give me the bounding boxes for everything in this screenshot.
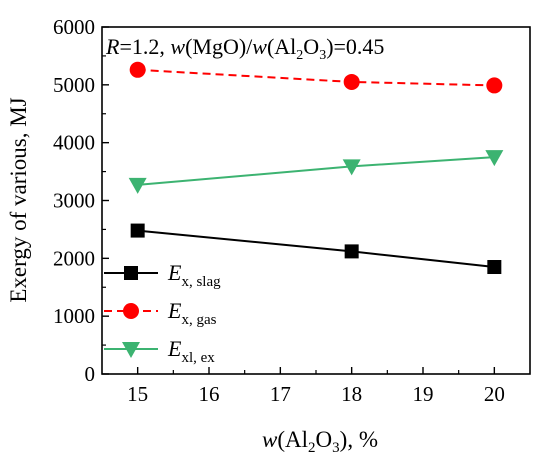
legend-main: E <box>167 298 182 323</box>
series-line <box>137 156 495 186</box>
x-tick-label: 16 <box>199 382 220 406</box>
x-tick-label: 18 <box>341 382 362 406</box>
xlabel-w: w <box>262 427 278 452</box>
data-point <box>129 61 146 78</box>
legend-sub: xl, ex <box>181 350 215 366</box>
annot-w2: w <box>252 34 267 59</box>
xlabel-sub2: 2 <box>308 440 316 456</box>
data-point <box>485 150 504 167</box>
data-point <box>128 177 147 194</box>
legend-item: Exl, ex <box>104 336 215 366</box>
xlabel-tail: ), % <box>340 427 378 452</box>
legend-label: Ex, slag <box>167 260 221 290</box>
series-line <box>137 229 495 269</box>
annot-al: (Al <box>267 34 296 59</box>
legend-label: Ex, gas <box>167 298 217 328</box>
x-tick-label: 20 <box>484 382 505 406</box>
condition-annotation: R=1.2, w(MgO)/w(Al2O3)=0.45 <box>105 34 384 63</box>
y-tick-label: 5000 <box>53 73 95 97</box>
series-layer <box>128 61 504 275</box>
y-tick-label: 2000 <box>53 246 95 270</box>
legend-label: Exl, ex <box>167 336 215 366</box>
data-point <box>486 77 503 94</box>
x-axis-title: w(Al2O3), % <box>262 427 378 456</box>
xlabel-sub3: 3 <box>332 440 340 456</box>
legend-main: E <box>167 260 182 285</box>
data-point <box>130 223 145 238</box>
annot-sub3: 3 <box>319 48 326 63</box>
annot-sub2: 2 <box>296 48 303 63</box>
y-tick-label: 1000 <box>53 304 95 328</box>
legend-sub: x, gas <box>181 312 216 328</box>
annot-r-value: =1.2, <box>119 34 170 59</box>
y-tick-label: 6000 <box>53 15 95 39</box>
x-tick-label: 17 <box>270 382 291 406</box>
annot-r: R <box>105 34 120 59</box>
annot-w1: w <box>170 34 185 59</box>
legend-marker <box>124 266 138 280</box>
legend-item: Ex, gas <box>104 298 217 328</box>
legend-marker <box>123 303 139 319</box>
x-tick-label: 15 <box>127 382 148 406</box>
plot-frame <box>101 26 531 375</box>
legend-main: E <box>167 336 182 361</box>
series-line <box>137 68 495 87</box>
legend-marker <box>122 342 140 358</box>
annot-tail: )=0.45 <box>326 34 384 59</box>
y-tick-label: 0 <box>85 362 96 386</box>
data-point <box>343 73 360 90</box>
annot-mgo: (MgO)/ <box>185 34 253 59</box>
y-tick-label: 4000 <box>53 131 95 155</box>
xlabel-al: (Al <box>277 427 308 452</box>
series-x-slag <box>130 223 502 275</box>
legend-sub: x, slag <box>181 274 221 290</box>
axis-ticks: 15 16 17 18 19 20 0 1000 2000 3000 4000 5000 6000 <box>53 15 505 406</box>
data-point <box>487 260 502 275</box>
x-tick-label: 19 <box>413 382 434 406</box>
series-x-gas <box>129 61 503 94</box>
data-point <box>342 159 361 176</box>
data-point <box>344 244 359 259</box>
series-xl-ex <box>128 150 504 194</box>
y-axis-title: Exergy of various, MJ <box>6 97 31 302</box>
xlabel-o: O <box>316 427 333 452</box>
y-tick-label: 3000 <box>53 189 95 213</box>
legend-item: Ex, slag <box>104 260 221 290</box>
annot-o: O <box>303 34 319 59</box>
